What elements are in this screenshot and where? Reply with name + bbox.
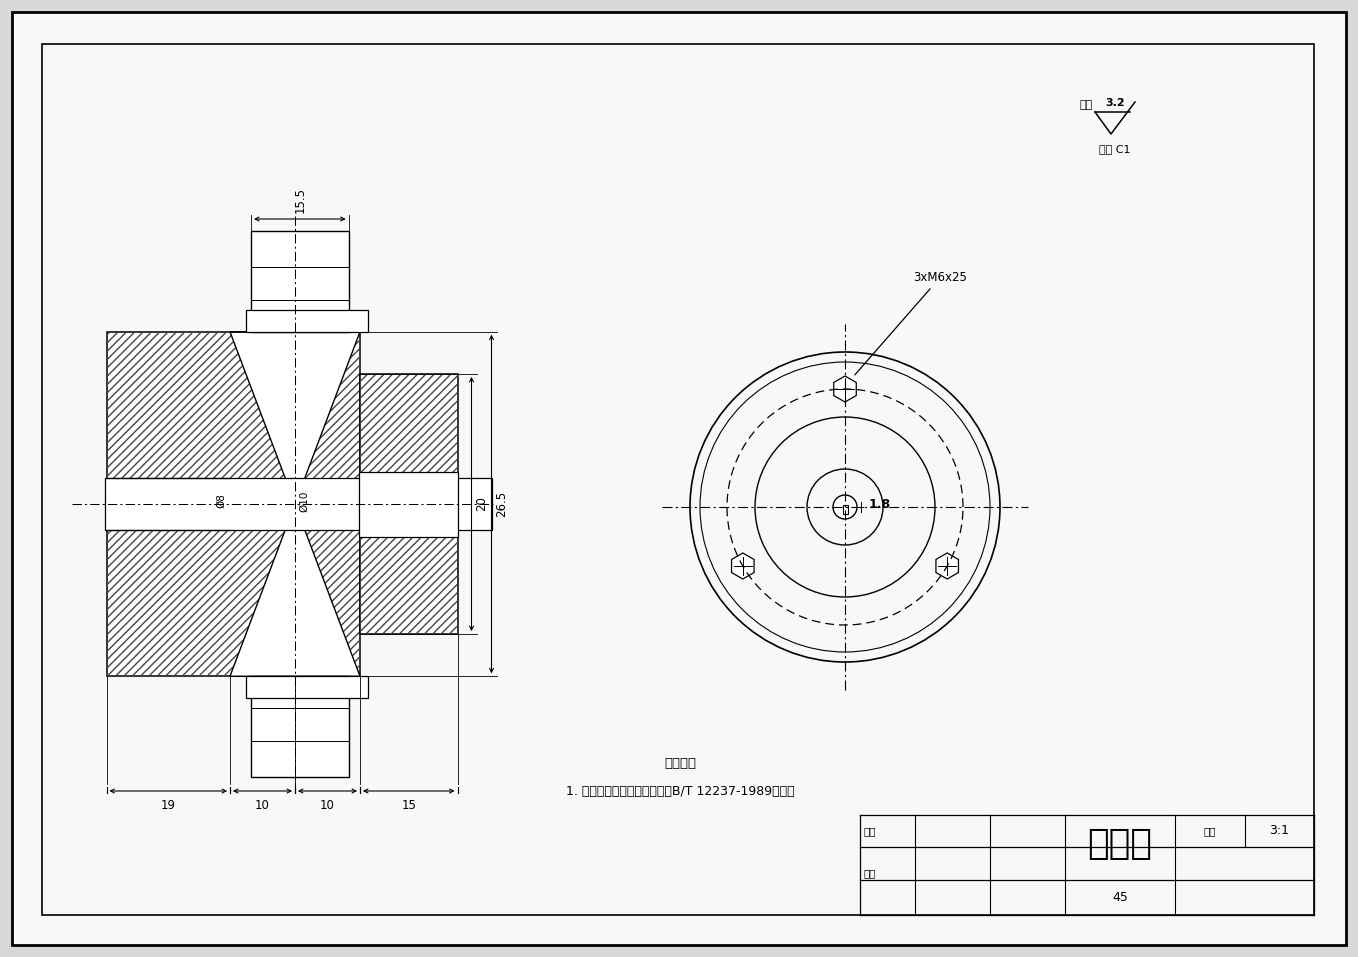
- Text: 比例: 比例: [1203, 826, 1217, 836]
- Text: 其余: 其余: [1080, 100, 1093, 110]
- Bar: [251, 677, 349, 777]
- Text: 10: 10: [255, 799, 270, 812]
- Text: 制图: 制图: [864, 826, 876, 836]
- Text: 技术要求: 技术要求: [664, 757, 697, 770]
- Text: 1.8: 1.8: [869, 498, 891, 510]
- Text: 3:1: 3:1: [1270, 825, 1290, 837]
- Text: 45: 45: [1112, 891, 1128, 904]
- Bar: [360, 374, 458, 634]
- Polygon shape: [230, 504, 360, 677]
- Text: 3xM6x25: 3xM6x25: [854, 271, 967, 375]
- Polygon shape: [732, 553, 754, 579]
- Text: 3.2: 3.2: [1105, 98, 1124, 108]
- Polygon shape: [936, 553, 959, 579]
- Bar: [105, 478, 492, 530]
- Text: Ø8: Ø8: [216, 494, 225, 508]
- Bar: [251, 231, 349, 332]
- Text: 审核: 审核: [864, 868, 876, 878]
- Bar: [106, 332, 360, 677]
- Text: 26.5: 26.5: [496, 491, 508, 517]
- Text: 联轴器: 联轴器: [1088, 828, 1153, 861]
- Text: 19: 19: [160, 799, 175, 812]
- Bar: [106, 332, 360, 677]
- Bar: [842, 505, 847, 514]
- Circle shape: [832, 495, 857, 519]
- Polygon shape: [230, 332, 360, 504]
- Bar: [360, 374, 458, 634]
- Bar: [246, 677, 368, 699]
- Bar: [246, 309, 368, 332]
- Text: 10: 10: [320, 799, 335, 812]
- Text: 倒角 C1: 倒角 C1: [1099, 144, 1131, 154]
- Text: 15.5: 15.5: [293, 187, 307, 213]
- Text: 20: 20: [475, 497, 489, 511]
- Text: 1. 制造与验收技术条件应符合B/T 12237-1989的规定: 1. 制造与验收技术条件应符合B/T 12237-1989的规定: [566, 785, 794, 798]
- Text: Ø10: Ø10: [299, 490, 310, 512]
- Bar: [359, 472, 458, 537]
- Polygon shape: [834, 376, 857, 402]
- Text: 15: 15: [402, 799, 416, 812]
